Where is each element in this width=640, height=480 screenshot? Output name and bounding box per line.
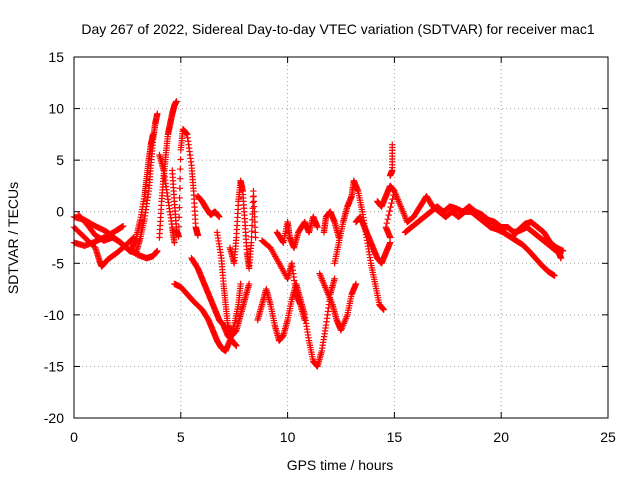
series-track-j <box>194 193 223 221</box>
series-track-d <box>75 110 161 257</box>
series-track-l <box>226 177 259 272</box>
series-track-q <box>316 270 360 334</box>
data-point <box>380 306 387 313</box>
data-point <box>386 234 394 241</box>
y-tick-label: 10 <box>48 101 64 117</box>
series-track-x <box>401 203 565 262</box>
data-point <box>154 247 161 255</box>
data-point <box>175 214 183 221</box>
x-tick-label: 5 <box>177 429 185 445</box>
y-tick-label: 5 <box>56 152 64 168</box>
y-tick-label: -20 <box>44 410 64 426</box>
series-track-v <box>386 141 396 179</box>
gridlines <box>74 57 608 418</box>
series-track-h <box>169 126 202 240</box>
data-point <box>248 227 255 235</box>
series-track-e <box>128 131 157 253</box>
series-track-p <box>273 213 321 252</box>
x-tick-label: 25 <box>600 429 616 445</box>
data-point <box>175 233 182 240</box>
data-point <box>389 195 396 203</box>
x-tick-label: 10 <box>280 429 296 445</box>
series-track-t <box>352 213 394 267</box>
data-points <box>70 98 567 370</box>
y-axis: 15 10 5 0 -5 -10 -15 -20 <box>44 49 64 426</box>
data-point <box>385 211 392 219</box>
data-point <box>149 131 157 138</box>
data-point <box>279 238 286 245</box>
data-point <box>175 223 183 231</box>
data-point <box>314 223 321 231</box>
series-track-s <box>331 177 387 313</box>
data-point <box>352 280 360 288</box>
data-point <box>252 234 259 241</box>
y-tick-label: 0 <box>56 204 64 220</box>
data-point <box>176 185 184 192</box>
data-point <box>386 172 394 179</box>
plot-frame <box>73 56 609 419</box>
data-point <box>245 280 253 288</box>
x-axis-label: GPS time / hours <box>287 457 394 473</box>
tick-marks <box>73 56 609 419</box>
data-point <box>154 110 161 117</box>
data-point <box>119 222 127 230</box>
series-track-u <box>374 182 398 241</box>
data-point <box>384 215 391 223</box>
data-point <box>551 272 558 279</box>
data-point <box>387 203 394 211</box>
data-point <box>248 239 255 246</box>
y-tick-label: -15 <box>44 358 64 374</box>
data-point <box>233 342 240 349</box>
data-point <box>557 254 565 262</box>
data-point <box>176 175 184 182</box>
y-tick-label: -10 <box>44 307 64 323</box>
data-point <box>216 213 223 221</box>
data-point <box>194 232 202 239</box>
data-point <box>388 199 395 207</box>
data-point <box>559 247 567 255</box>
series-track-y <box>508 218 567 255</box>
y-axis-label: SDTVAR / TECUs <box>5 182 21 294</box>
data-point <box>176 194 183 202</box>
x-tick-label: 20 <box>493 429 509 445</box>
data-point <box>173 98 180 105</box>
data-point <box>177 165 184 173</box>
data-point <box>331 275 338 282</box>
chart-title: Day 267 of 2022, Sidereal Day-to-day VTE… <box>81 21 594 37</box>
series-track-m <box>213 229 253 339</box>
data-point <box>301 316 308 324</box>
data-point <box>237 280 244 288</box>
series-track-g <box>156 151 178 246</box>
y-tick-label: -5 <box>52 255 65 271</box>
data-point <box>177 156 184 163</box>
x-tick-label: 15 <box>387 429 403 445</box>
x-axis: 0 5 10 15 20 25 <box>70 429 616 445</box>
y-tick-label: 15 <box>48 49 64 65</box>
data-point <box>171 239 178 246</box>
data-point <box>176 204 183 211</box>
series-track-o <box>258 237 308 324</box>
x-tick-label: 0 <box>70 429 78 445</box>
data-point <box>249 199 257 206</box>
data-point <box>386 207 393 215</box>
